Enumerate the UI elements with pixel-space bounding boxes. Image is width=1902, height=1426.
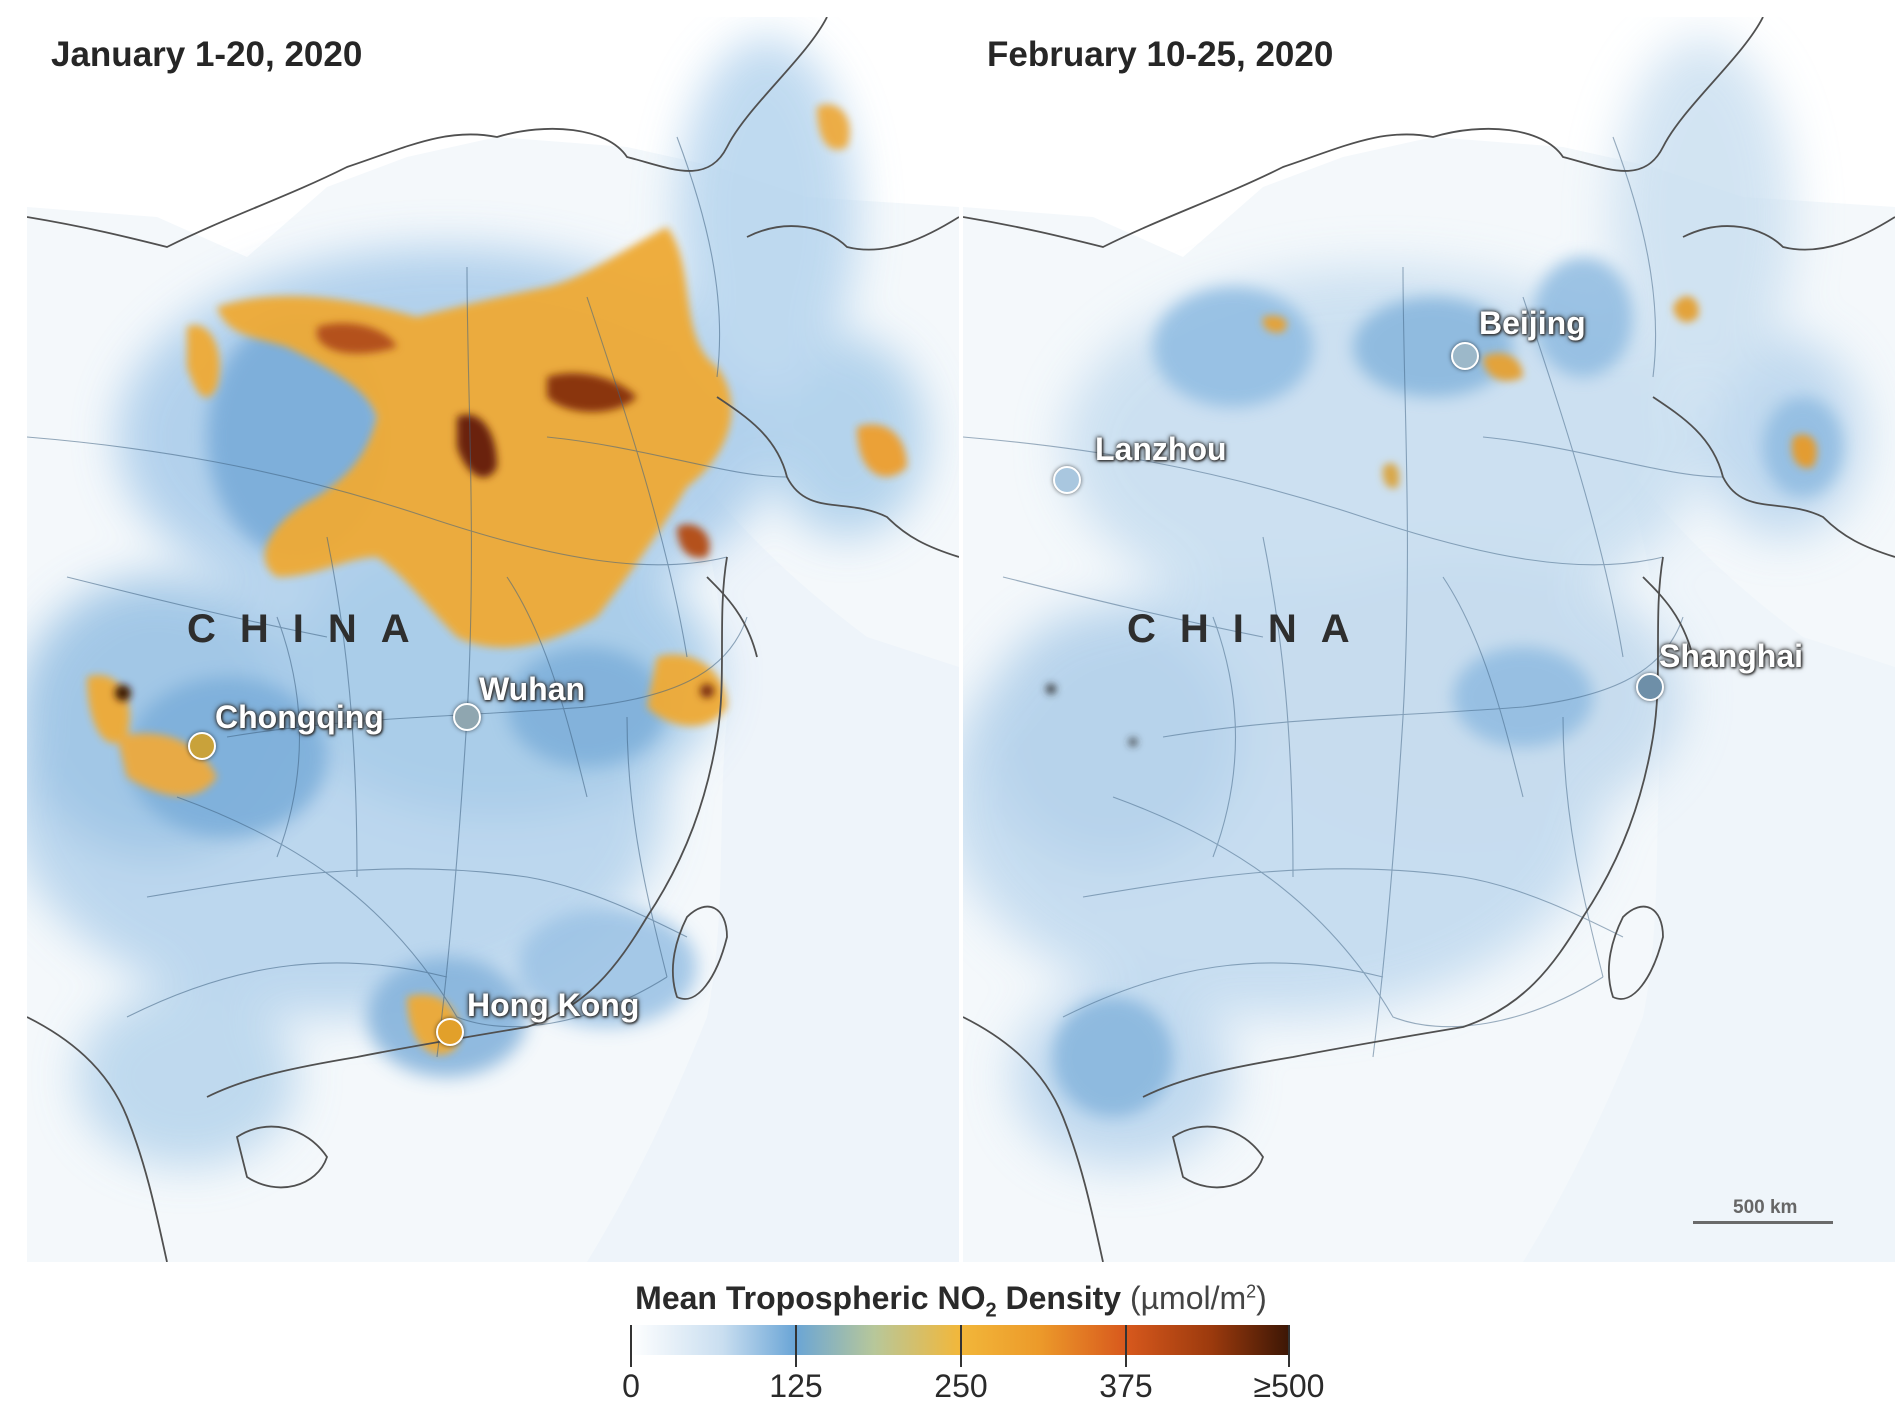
legend-unit-suffix: ) [1256, 1280, 1267, 1316]
city-label-hong-kong: Hong Kong [467, 987, 640, 1023]
no2-map-february [963, 17, 1895, 1262]
legend-unit-superscript: 2 [1246, 1281, 1257, 1302]
map-panel-january: January 1-20, 2020 CHINA Chongqing Wuhan… [27, 17, 959, 1262]
panel-title: January 1-20, 2020 [51, 35, 363, 74]
lanzhou-marker [1053, 466, 1081, 494]
map-panel-february: February 10-25, 2020 CHINA Beijing Lanzh… [963, 17, 1895, 1262]
hong-kong-marker [436, 1018, 464, 1046]
no2-map-january [27, 17, 959, 1262]
legend-tick-label: 0 [622, 1368, 640, 1404]
panel-title: February 10-25, 2020 [987, 35, 1334, 74]
city-label-lanzhou: Lanzhou [1095, 431, 1227, 467]
legend-tick [630, 1325, 632, 1367]
legend-title-subscript: 2 [985, 1299, 997, 1322]
legend-tick-label: ≥500 [1253, 1368, 1325, 1404]
chongqing-marker [188, 732, 216, 760]
scale-bar-label: 500 km [1733, 1197, 1798, 1218]
beijing-marker [1451, 342, 1479, 370]
legend-tick [960, 1325, 962, 1367]
city-label-shanghai: Shanghai [1659, 638, 1804, 674]
legend-title: Mean Tropospheric NO2 Density (µmol/m2) [0, 1280, 1902, 1322]
legend-tick [795, 1325, 797, 1367]
legend-unit: (µmol/m2) [1130, 1280, 1267, 1316]
scale-bar [1693, 1221, 1833, 1224]
country-label: CHINA [1127, 607, 1374, 651]
city-label-wuhan: Wuhan [479, 671, 586, 707]
city-label-beijing: Beijing [1479, 305, 1586, 341]
country-label: CHINA [187, 607, 434, 651]
legend-tick-label: 250 [934, 1368, 988, 1404]
shanghai-marker [1636, 673, 1664, 701]
legend-tick [1288, 1325, 1290, 1367]
legend-tick [1125, 1325, 1127, 1367]
wuhan-marker [453, 703, 481, 731]
legend-tick-label: 125 [769, 1368, 823, 1404]
city-label-chongqing: Chongqing [215, 699, 384, 735]
legend-unit-prefix: (µmol/m [1129, 1280, 1247, 1316]
legend-title-end: Density [996, 1280, 1122, 1316]
legend-title-main: Mean Tropospheric NO [635, 1280, 986, 1316]
legend-tick-label: 375 [1099, 1368, 1153, 1404]
